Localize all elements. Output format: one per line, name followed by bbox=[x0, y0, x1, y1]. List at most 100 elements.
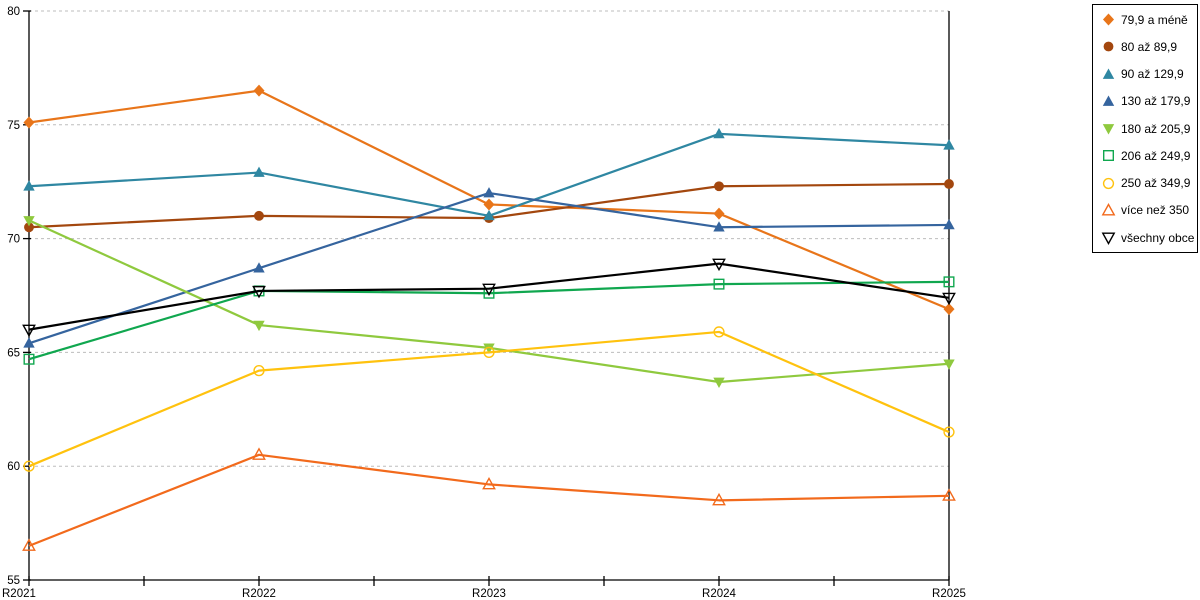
legend-label: 250 až 349,9 bbox=[1121, 176, 1191, 190]
marker-diamond bbox=[483, 198, 495, 211]
marker-circle bbox=[714, 181, 724, 192]
series-90-a-129-9 bbox=[23, 127, 955, 221]
marker-triangle-up bbox=[1102, 95, 1115, 106]
y-tick-label: 80 bbox=[7, 6, 20, 18]
legend-item-130-a-179-9: 130 až 179,9 bbox=[1101, 94, 1191, 109]
triangle-up-legend-icon bbox=[1102, 95, 1115, 106]
legend-item-v-ce-ne-350: více než 350 bbox=[1101, 202, 1191, 218]
marker-square bbox=[943, 276, 955, 288]
marker-triangle-up bbox=[712, 492, 726, 506]
legend-label: 90 až 129,9 bbox=[1121, 67, 1184, 81]
marker-diamond bbox=[943, 303, 955, 316]
marker-triangle-up bbox=[713, 221, 725, 232]
triangle-up-legend-icon bbox=[1102, 68, 1115, 79]
marker-triangle-up bbox=[1101, 202, 1116, 216]
marker-circle bbox=[1103, 41, 1114, 52]
marker-triangle-down bbox=[22, 324, 36, 338]
y-tick-label: 70 bbox=[7, 234, 20, 246]
marker-triangle-down bbox=[1101, 232, 1116, 245]
marker-triangle-up bbox=[483, 209, 495, 221]
x-tick-label-r2024: R2024 bbox=[702, 588, 736, 600]
x-tick-label-r2025: R2025 bbox=[932, 588, 966, 600]
y-tick-label: 55 bbox=[7, 575, 20, 587]
x-tick-label-r2022: R2022 bbox=[242, 588, 276, 600]
circle-legend-icon bbox=[1102, 177, 1115, 189]
series-250-a-349-9 bbox=[23, 326, 955, 472]
marker-triangle-down bbox=[712, 258, 726, 272]
marker-circle bbox=[483, 346, 495, 359]
legend-item-80-a-89-9: 80 až 89,9 bbox=[1101, 39, 1191, 54]
marker-triangle-up bbox=[713, 127, 725, 139]
marker-square bbox=[1102, 150, 1115, 162]
marker-triangle-down bbox=[713, 377, 725, 388]
marker-triangle-up bbox=[253, 166, 265, 177]
marker-triangle-down bbox=[482, 283, 496, 297]
series-180-a-205-9 bbox=[23, 216, 955, 388]
marker-diamond bbox=[253, 84, 265, 97]
marker-circle bbox=[254, 210, 264, 221]
marker-triangle-up bbox=[23, 337, 35, 348]
x-tick-label-r2023: R2023 bbox=[472, 588, 506, 600]
series-v-ce-ne-350 bbox=[22, 447, 956, 551]
marker-triangle-up bbox=[252, 447, 266, 460]
marker-triangle-down bbox=[23, 216, 35, 227]
y-tick-label: 75 bbox=[7, 120, 20, 132]
series-130-a-179-9 bbox=[23, 187, 955, 348]
circle-legend-icon bbox=[1103, 41, 1114, 52]
legend-item-250-a-349-9: 250 až 349,9 bbox=[1101, 176, 1191, 191]
marker-circle bbox=[943, 426, 955, 438]
marker-triangle-up bbox=[483, 187, 495, 198]
series-79-9-a-m-n bbox=[23, 84, 955, 316]
triangle-down-legend-icon bbox=[1102, 124, 1115, 135]
series-line bbox=[28, 453, 950, 547]
marker-triangle-up bbox=[1102, 68, 1115, 79]
marker-triangle-down bbox=[252, 285, 266, 299]
marker-triangle-up bbox=[943, 218, 955, 230]
series-v-echny-obce bbox=[22, 258, 956, 338]
legend-label: 130 až 179,9 bbox=[1121, 94, 1191, 109]
marker-triangle-up bbox=[22, 538, 36, 551]
x-tick-label-r2021: R2021 bbox=[2, 588, 36, 600]
triangle-up-legend-icon bbox=[1101, 202, 1116, 216]
marker-circle bbox=[23, 460, 35, 472]
marker-triangle-up bbox=[253, 262, 265, 273]
legend-label: všechny obce bbox=[1121, 230, 1195, 245]
square-legend-icon bbox=[1102, 150, 1115, 162]
marker-triangle-down bbox=[483, 343, 495, 354]
marker-square bbox=[713, 278, 725, 290]
marker-triangle-down bbox=[942, 292, 956, 306]
marker-diamond bbox=[1102, 13, 1115, 26]
marker-triangle-up bbox=[482, 476, 496, 490]
legend-item-206-a-249-9: 206 až 249,9 bbox=[1101, 148, 1191, 163]
diamond-legend-icon bbox=[1102, 13, 1115, 26]
legend-item-v-echny-obce: všechny obce bbox=[1101, 230, 1195, 245]
marker-square bbox=[23, 353, 35, 365]
series-line bbox=[28, 330, 950, 468]
marker-diamond bbox=[23, 116, 35, 129]
marker-triangle-down bbox=[943, 359, 955, 370]
legend-label: 180 až 205,9 bbox=[1121, 121, 1191, 136]
marker-triangle-up bbox=[23, 180, 35, 191]
legend-label: více než 350 bbox=[1121, 203, 1190, 218]
series-line bbox=[28, 262, 950, 331]
y-tick-label: 60 bbox=[7, 461, 20, 473]
legend-label: 206 až 249,9 bbox=[1121, 148, 1191, 163]
marker-circle bbox=[24, 222, 34, 233]
marker-triangle-up bbox=[942, 488, 956, 501]
legend-item-79-9-a-m-n: 79,9 a méně bbox=[1101, 12, 1191, 27]
marker-triangle-down bbox=[253, 320, 265, 332]
marker-triangle-up bbox=[943, 139, 955, 150]
marker-circle bbox=[253, 364, 265, 377]
marker-circle bbox=[1102, 177, 1115, 189]
legend-label: 80 až 89,9 bbox=[1121, 39, 1178, 54]
marker-circle bbox=[944, 179, 954, 189]
marker-circle bbox=[713, 326, 725, 338]
legend-label: 79,9 a méně bbox=[1121, 12, 1188, 27]
marker-triangle-down bbox=[1102, 124, 1115, 135]
legend: 79,9 a méně 80 až 89,9 90 až 129,9 130 až 1… bbox=[1092, 4, 1198, 253]
triangle-down-legend-icon bbox=[1101, 232, 1116, 245]
legend-item-90-a-129-9: 90 až 129,9 bbox=[1101, 67, 1191, 82]
legend-item-180-a-205-9: 180 až 205,9 bbox=[1101, 121, 1191, 136]
